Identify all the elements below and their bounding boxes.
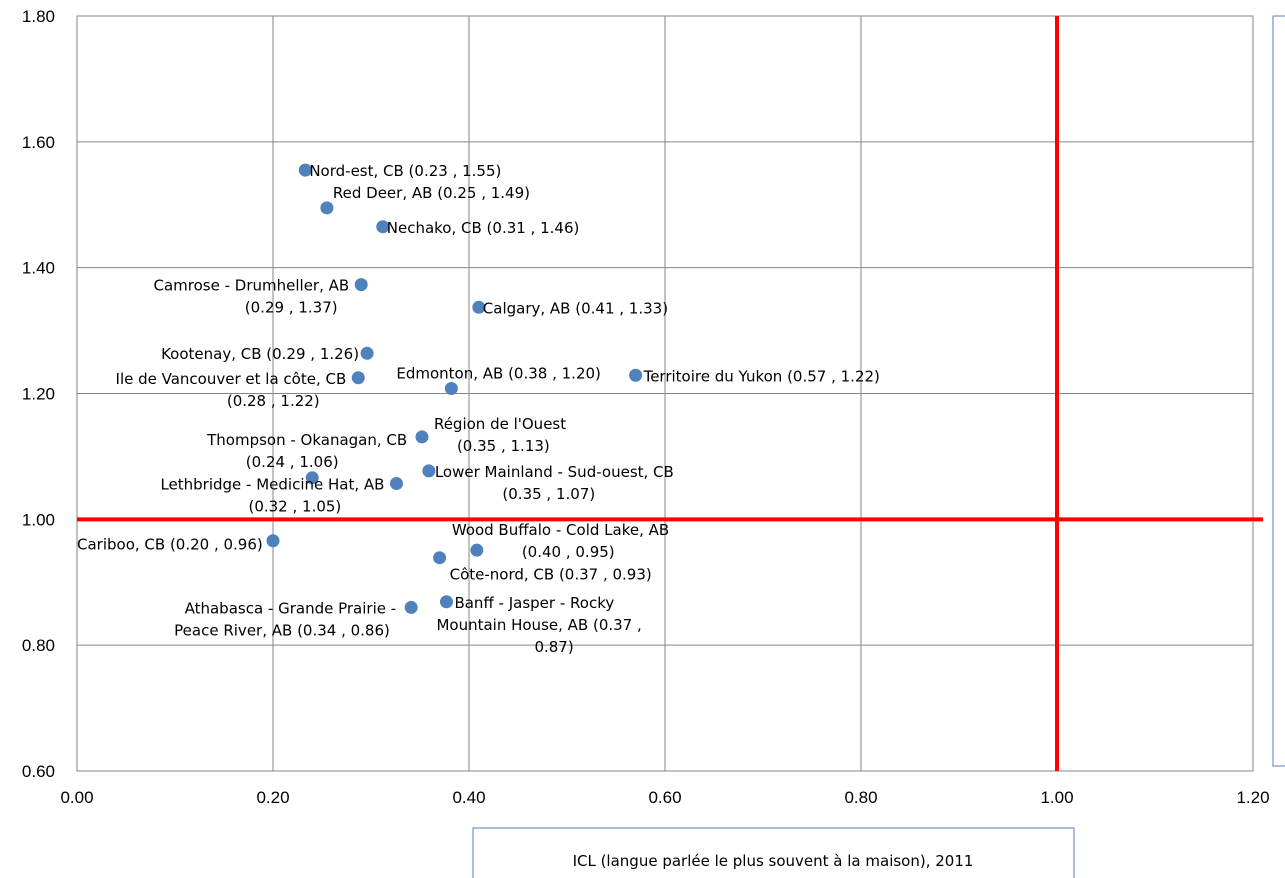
data-point [444, 381, 458, 395]
data-label: Région de l'Ouest [434, 415, 566, 433]
data-point [320, 201, 334, 215]
data-label: Edmonton, AB (0.38 , 1.20) [396, 364, 601, 382]
y-tick-label: 1.80 [22, 7, 55, 26]
side-box [1272, 15, 1285, 767]
data-label: (0.29 , 1.37) [245, 299, 338, 317]
data-label: Lethbridge - Medicine Hat, AB [160, 475, 384, 493]
data-label: Lower Mainland - Sud-ouest, CB [435, 463, 674, 481]
x-tick-label: 1.00 [1040, 788, 1073, 807]
data-label: Banff - Jasper - Rocky [454, 594, 614, 612]
data-label: Côte-nord, CB (0.37 , 0.93) [450, 566, 652, 584]
x-tick-label: 0.20 [256, 788, 289, 807]
data-label: (0.40 , 0.95) [522, 543, 615, 561]
data-label: Red Deer, AB (0.25 , 1.49) [333, 184, 530, 202]
data-point [433, 551, 447, 565]
data-point [266, 534, 280, 548]
data-label: Cariboo, CB (0.20 , 0.96) [77, 536, 263, 554]
data-label: Peace River, AB (0.34 , 0.86) [174, 621, 390, 639]
data-points [266, 163, 643, 614]
data-point [629, 368, 643, 382]
data-label: Nechako, CB (0.31 , 1.46) [387, 219, 580, 237]
data-label: Calgary, AB (0.41 , 1.33) [483, 299, 668, 317]
data-label: Mountain House, AB (0.37 , [436, 616, 641, 634]
x-tick-label: 0.00 [60, 788, 93, 807]
data-point [305, 471, 319, 485]
data-point [351, 371, 365, 385]
data-point [472, 300, 486, 314]
data-point [404, 600, 418, 614]
data-labels: Nord-est, CB (0.23 , 1.55) Red Deer, AB (… [77, 162, 880, 656]
y-tick-label: 0.60 [22, 762, 55, 781]
data-point [376, 220, 390, 234]
data-label: (0.28 , 1.22) [227, 392, 320, 410]
data-point [470, 543, 484, 557]
data-label: (0.24 , 1.06) [246, 453, 339, 471]
y-tick-label: 1.20 [22, 385, 55, 404]
data-label: Thompson - Okanagan, CB [206, 431, 407, 449]
x-tick-label: 0.60 [648, 788, 681, 807]
reference-lines [77, 16, 1263, 771]
data-label: Nord-est, CB (0.23 , 1.55) [309, 162, 501, 180]
data-label: Kootenay, CB (0.29 , 1.26) [161, 345, 359, 363]
data-label: Wood Buffalo - Cold Lake, AB [452, 521, 669, 539]
data-label: Camrose - Drumheller, AB [154, 277, 350, 295]
x-tick-label: 1.20 [1236, 788, 1269, 807]
y-tick-label: 0.80 [22, 636, 55, 655]
data-point [415, 430, 429, 444]
x-axis-title-box [472, 827, 1075, 878]
data-label: (0.35 , 1.07) [502, 485, 595, 503]
data-label: Territoire du Yukon (0.57 , 1.22) [643, 367, 880, 385]
data-point [422, 464, 436, 478]
x-tick-label: 0.40 [452, 788, 485, 807]
axis-tick-labels: 0.00 0.20 0.40 0.60 0.80 1.00 1.20 0.60 0.80 1.00… [22, 7, 1270, 807]
data-label: Athabasca - Grande Prairie - [185, 599, 397, 617]
data-point [298, 163, 312, 177]
data-label: 0.87) [534, 638, 573, 656]
data-point [354, 278, 368, 292]
y-tick-label: 1.60 [22, 133, 55, 152]
data-label: (0.32 , 1.05) [248, 497, 341, 515]
data-point [389, 476, 403, 490]
y-tick-label: 1.00 [22, 510, 55, 529]
x-axis-title: ICL (langue parlée le plus souvent à la … [573, 852, 974, 870]
data-label: Ile de Vancouver et la côte, CB [116, 370, 347, 388]
x-tick-label: 0.80 [844, 788, 877, 807]
y-tick-label: 1.40 [22, 259, 55, 278]
data-point [360, 346, 374, 360]
data-label: (0.35 , 1.13) [457, 437, 550, 455]
data-point [439, 595, 453, 609]
